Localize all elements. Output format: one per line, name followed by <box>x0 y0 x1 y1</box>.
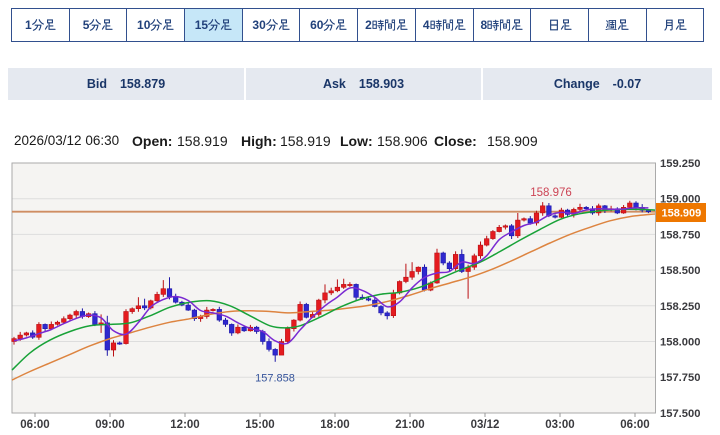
svg-text:21:00: 21:00 <box>395 419 424 431</box>
svg-text:15:00: 15:00 <box>245 419 274 431</box>
svg-text:159.000: 159.000 <box>660 194 700 206</box>
svg-text:158.500: 158.500 <box>660 265 700 277</box>
svg-text:12:00: 12:00 <box>170 419 199 431</box>
svg-text:157.858: 157.858 <box>255 373 295 385</box>
svg-text:03:00: 03:00 <box>545 419 574 431</box>
svg-text:09:00: 09:00 <box>95 419 124 431</box>
svg-text:158.909: 158.909 <box>662 208 702 220</box>
svg-text:158.000: 158.000 <box>660 337 700 349</box>
svg-text:03/12: 03/12 <box>471 419 500 431</box>
svg-text:06:00: 06:00 <box>620 419 649 431</box>
svg-text:158.976: 158.976 <box>530 187 572 199</box>
svg-text:157.750: 157.750 <box>660 372 700 384</box>
svg-text:158.250: 158.250 <box>660 301 700 313</box>
svg-text:158.750: 158.750 <box>660 229 700 241</box>
svg-text:06:00: 06:00 <box>20 419 49 431</box>
svg-text:18:00: 18:00 <box>320 419 349 431</box>
svg-text:157.500: 157.500 <box>660 408 700 420</box>
svg-text:159.250: 159.250 <box>660 158 700 170</box>
